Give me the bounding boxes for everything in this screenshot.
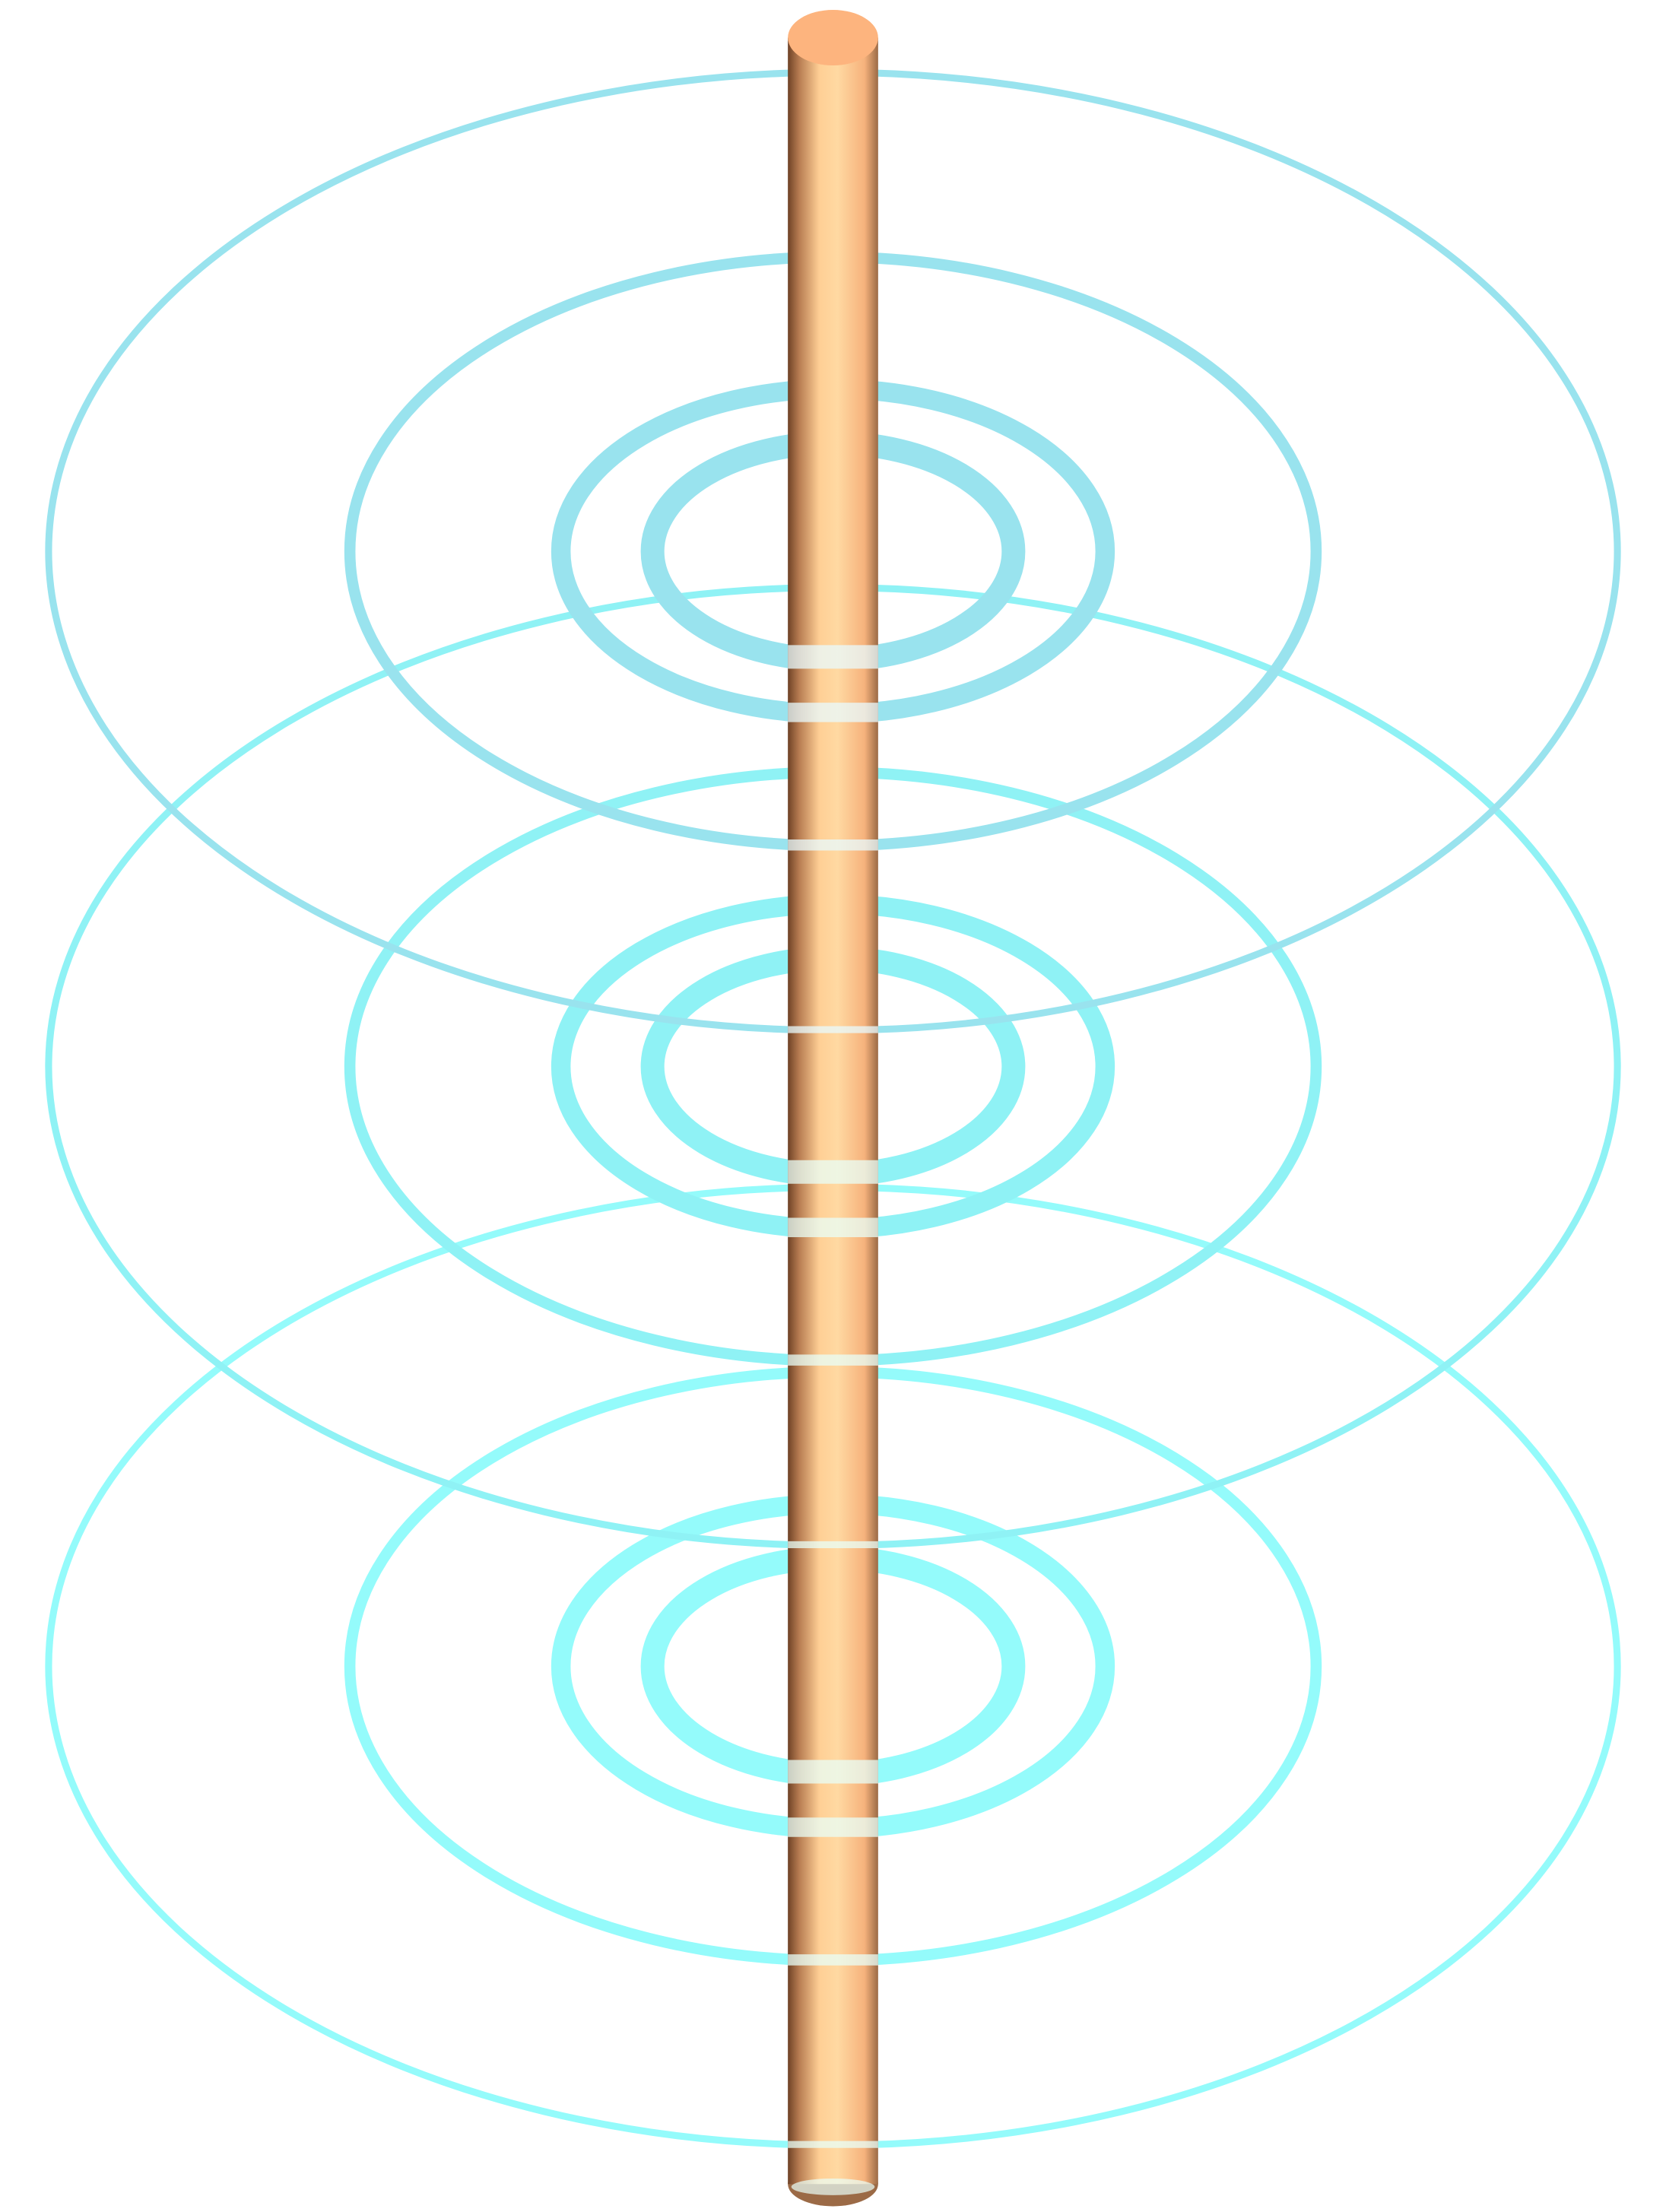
wire-top: [788, 10, 878, 66]
wire-bottom-ring: [791, 2178, 875, 2195]
wire: [788, 37, 878, 2185]
